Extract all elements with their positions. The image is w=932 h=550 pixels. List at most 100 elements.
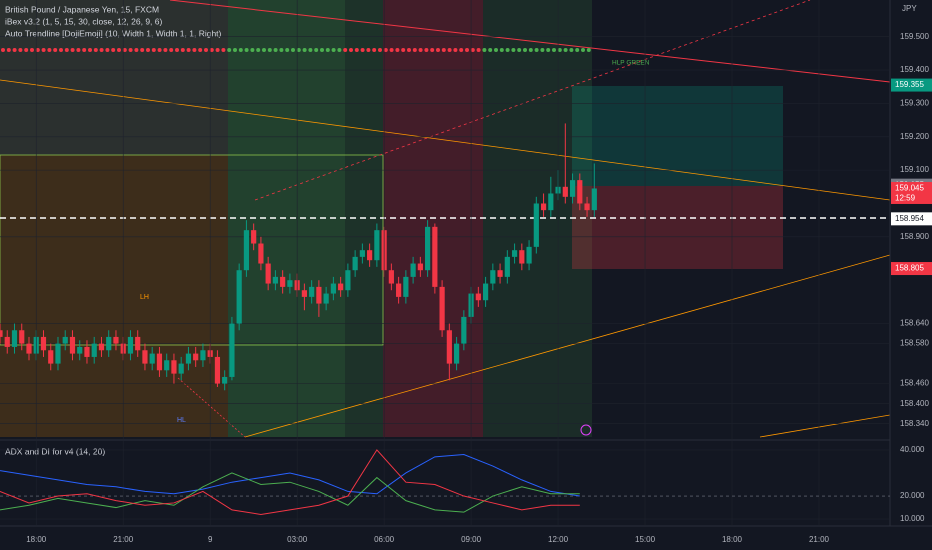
- candle-body: [569, 180, 576, 197]
- signal-dot: [430, 48, 435, 52]
- candle-body: [62, 336, 68, 344]
- signal-dot: [105, 48, 110, 52]
- signal-dot: [88, 48, 92, 52]
- signal-dot: [175, 48, 179, 52]
- signal-dot: [169, 48, 174, 52]
- signal-dot: [134, 48, 139, 52]
- candle-body: [142, 350, 148, 364]
- signal-dot: [528, 48, 533, 52]
- indicator-label: iBex v3.2 (1, 5, 15, 30, close, 12, 26, …: [5, 16, 163, 26]
- price-tag-label: 159.045: [895, 184, 924, 193]
- y-tick-label: 158.400: [900, 399, 929, 408]
- signal-dot: [59, 48, 63, 52]
- candle-body: [258, 243, 264, 264]
- candle-body: [425, 226, 431, 271]
- candle-body: [591, 188, 597, 211]
- signal-dot: [209, 48, 214, 52]
- signal-dot: [412, 48, 417, 52]
- price-tag: [891, 181, 932, 204]
- x-tick-label: 18:00: [722, 535, 743, 544]
- adx-pane: [0, 449, 890, 520]
- candle-body: [200, 350, 206, 361]
- signal-dot: [343, 48, 348, 52]
- y-tick-label: 158.580: [900, 339, 929, 348]
- signal-dot: [557, 48, 562, 52]
- candle-body: [577, 180, 583, 204]
- signal-dots: [1, 48, 591, 52]
- candle-body: [504, 256, 510, 277]
- signal-dot: [424, 48, 429, 52]
- signal-dot: [1, 48, 5, 52]
- signal-dot: [117, 48, 121, 52]
- candle-body: [519, 250, 525, 264]
- signal-dot: [331, 48, 336, 52]
- candle-body: [403, 276, 409, 297]
- signal-dot: [285, 48, 290, 52]
- signal-dot: [523, 48, 527, 52]
- price-tag-label: 158.954: [895, 214, 924, 223]
- candle-body: [330, 283, 336, 294]
- signal-dot: [401, 48, 406, 52]
- candle-body: [309, 286, 315, 297]
- candle-body: [562, 186, 568, 197]
- candle-body: [149, 353, 155, 364]
- candle-body: [316, 286, 322, 304]
- signal-dot: [482, 48, 487, 52]
- candle-body: [526, 246, 532, 264]
- candle-body: [113, 336, 119, 344]
- y-tick-label: 159.100: [900, 165, 929, 174]
- candle-body: [178, 363, 184, 374]
- candle-body: [222, 376, 228, 384]
- signal-dot: [325, 48, 330, 52]
- candle-body: [548, 193, 554, 211]
- signal-dot: [337, 48, 342, 52]
- y-tick-label: 159.500: [900, 32, 929, 41]
- candle-body: [453, 343, 460, 364]
- signal-dot: [18, 48, 23, 52]
- signal-dot: [6, 48, 11, 52]
- countdown: 12:59: [895, 194, 916, 203]
- candle-body: [497, 270, 503, 277]
- y-tick-label: 158.340: [900, 419, 929, 428]
- signal-dot: [198, 48, 203, 52]
- x-tick-label: 18:00: [26, 535, 47, 544]
- signal-dot: [111, 48, 116, 52]
- signal-dot: [262, 48, 266, 52]
- signal-dot: [447, 48, 452, 52]
- candle-body: [345, 270, 351, 291]
- signal-dot: [163, 48, 168, 52]
- candle-body: [40, 336, 47, 351]
- candle-body: [229, 323, 235, 377]
- candle-body: [265, 263, 271, 284]
- candle-body: [417, 263, 423, 271]
- candle-body: [4, 336, 10, 347]
- candle-body: [323, 293, 329, 304]
- candle-body: [533, 203, 539, 247]
- pivot-label: HL: [177, 417, 186, 424]
- candle-body: [410, 263, 416, 277]
- candle-body: [461, 316, 467, 344]
- signal-dot: [30, 48, 34, 52]
- y-tick-label: 10.000: [900, 514, 925, 523]
- signal-dot: [186, 48, 191, 52]
- price-tag: [891, 262, 932, 276]
- signal-dot: [407, 48, 411, 52]
- signal-dot: [470, 48, 475, 52]
- candle-body: [280, 276, 286, 287]
- candle-body: [48, 350, 54, 364]
- signal-dot: [64, 48, 69, 52]
- signal-dot: [540, 48, 545, 52]
- candle-body: [432, 226, 438, 287]
- y-tick-label: 159.200: [900, 132, 929, 141]
- candle-body: [301, 290, 307, 297]
- y-tick-label: 40.000: [900, 445, 925, 454]
- signal-dot: [24, 48, 29, 52]
- signal-dot: [505, 48, 510, 52]
- signal-dot: [552, 48, 556, 52]
- signal-dot: [53, 48, 58, 52]
- signal-dot: [586, 48, 591, 52]
- signal-dot: [256, 48, 261, 52]
- candle-body: [91, 343, 97, 357]
- signal-dot: [534, 48, 539, 52]
- x-tick-label: 21:00: [809, 535, 830, 544]
